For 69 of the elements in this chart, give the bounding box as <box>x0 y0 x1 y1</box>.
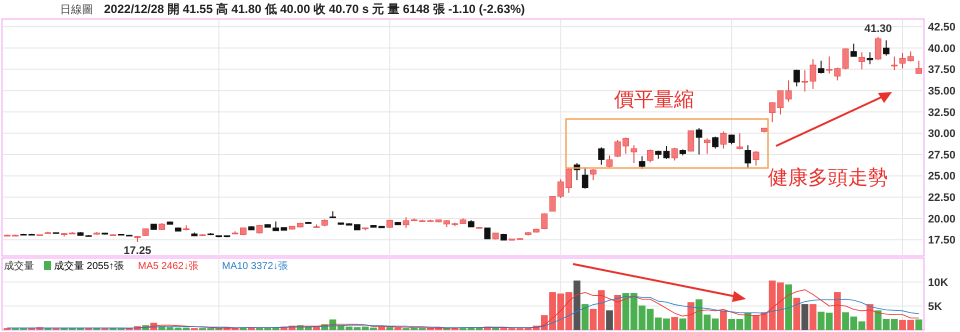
candlestick <box>866 52 874 65</box>
bar <box>915 319 922 330</box>
line-series <box>6 296 920 328</box>
bar <box>720 310 727 330</box>
annotation: 17.25 <box>124 244 152 257</box>
bar <box>614 294 622 330</box>
candlestick <box>590 168 596 181</box>
bar <box>801 304 808 330</box>
candlestick <box>858 52 865 70</box>
bar <box>582 304 589 330</box>
candlestick <box>883 40 890 56</box>
candlestick <box>720 131 727 150</box>
candlestick <box>818 60 824 74</box>
candlestick <box>671 147 678 162</box>
candlestick <box>598 146 605 166</box>
y-tick-label: 30.00 <box>928 128 956 140</box>
candlestick <box>712 136 718 150</box>
candlestick <box>752 150 760 166</box>
annotation: 價平量縮 <box>614 89 694 111</box>
candlestick <box>696 128 702 156</box>
candlestick <box>582 166 588 190</box>
y-tick-label: 40.00 <box>928 42 956 55</box>
bar <box>793 298 800 330</box>
y-tick-label: 20.00 <box>928 213 956 226</box>
legend-label: 成交量 2055↑張 <box>54 260 124 272</box>
candlestick <box>850 43 857 58</box>
y-tick-label: 17.50 <box>928 234 956 247</box>
bar <box>386 327 394 330</box>
chart-subtitle: 2022/12/28 開 41.55 高 41.80 低 40.00 收 40.70 s 元 量 6148 張 -1.10 (-2.63%) <box>104 2 525 16</box>
candlestick <box>874 36 882 60</box>
bar <box>679 318 686 330</box>
bar <box>866 304 874 330</box>
text: MA5 2462↓張 <box>138 261 199 272</box>
candlestick <box>744 144 752 169</box>
annotation: 41.30 <box>864 22 892 35</box>
candlestick <box>484 227 491 240</box>
y-tick-label: 37.50 <box>928 64 956 76</box>
candlestick <box>916 60 922 74</box>
y-tick-label: 32.50 <box>928 106 956 119</box>
candlestick <box>785 80 792 102</box>
bar <box>687 302 694 330</box>
y-tick-label: 10K <box>928 276 948 289</box>
y-tick-label: 25.00 <box>928 170 956 183</box>
y-tick-label: 5K <box>928 300 942 313</box>
chart-title: 成交量 <box>4 260 34 272</box>
candlestick <box>606 154 613 168</box>
candlestick <box>704 138 710 154</box>
y-tick-label: 22.50 <box>928 192 956 204</box>
candlestick <box>842 48 849 70</box>
text: MA10 3372↓張 <box>222 261 288 272</box>
bar <box>834 292 841 330</box>
candlestick <box>736 132 743 150</box>
chart-title: 日線圖 <box>60 4 93 16</box>
bar <box>606 310 613 330</box>
bar <box>810 304 816 330</box>
bar <box>574 280 580 330</box>
y-tick-label: 27.50 <box>928 149 956 162</box>
candlestick <box>638 156 646 170</box>
candlestick <box>630 144 638 164</box>
annotation: 健康多頭走勢 <box>768 167 888 189</box>
candlestick <box>647 148 654 163</box>
y-tick-label: 42.50 <box>928 22 956 34</box>
y-tick-label: 35.00 <box>928 85 956 98</box>
bar <box>671 317 678 330</box>
candlestick <box>891 56 898 71</box>
candlestick <box>794 69 800 87</box>
bar <box>785 284 792 330</box>
candlestick <box>728 134 735 145</box>
candlestick <box>688 130 694 152</box>
